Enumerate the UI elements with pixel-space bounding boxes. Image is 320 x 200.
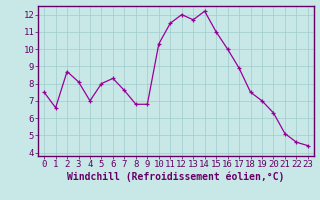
X-axis label: Windchill (Refroidissement éolien,°C): Windchill (Refroidissement éolien,°C)	[67, 172, 285, 182]
